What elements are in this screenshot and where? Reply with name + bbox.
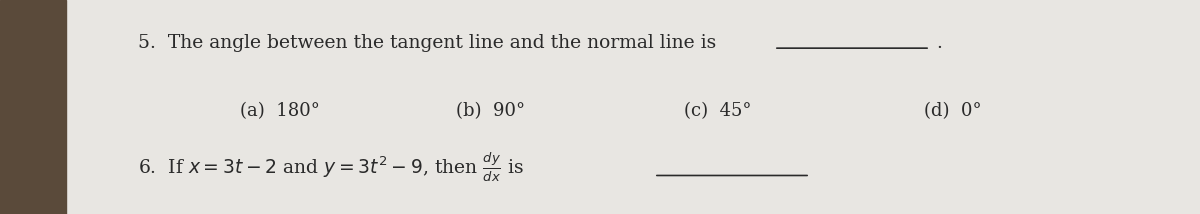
Text: .: .: [936, 34, 942, 52]
Text: (c)  45°: (c) 45°: [684, 102, 751, 120]
Text: (a)  180°: (a) 180°: [240, 102, 320, 120]
Text: 6.  If $x = 3t - 2$ and $y = 3t^2 - 9$, then $\frac{dy}{dx}$ is: 6. If $x = 3t - 2$ and $y = 3t^2 - 9$, t…: [138, 150, 524, 184]
Text: (d)  0°: (d) 0°: [924, 102, 982, 120]
Bar: [0, 0, 66, 214]
Text: 5.  The angle between the tangent line and the normal line is: 5. The angle between the tangent line an…: [138, 34, 716, 52]
Text: (b)  90°: (b) 90°: [456, 102, 526, 120]
